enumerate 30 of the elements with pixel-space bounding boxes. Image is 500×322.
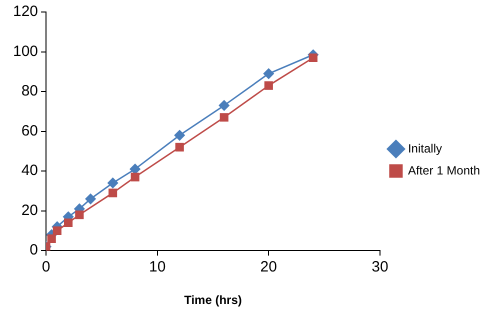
point — [308, 53, 318, 62]
x-tick-label: 30 — [372, 258, 388, 276]
point — [264, 81, 273, 90]
point — [174, 130, 185, 141]
point — [218, 100, 230, 111]
x-tick-label: 20 — [260, 258, 277, 276]
x-axis-title: Time (hrs) — [184, 293, 242, 308]
point — [130, 172, 140, 182]
legend-label: After 1 Month — [408, 163, 480, 178]
point — [220, 113, 228, 122]
y-tick-label: 0 — [30, 242, 38, 259]
y-tick-label: 80 — [21, 82, 38, 100]
point — [130, 164, 140, 174]
y-tick-label: 120 — [12, 3, 38, 20]
point — [64, 218, 73, 228]
point — [263, 68, 274, 79]
y-tick-label: 100 — [12, 42, 38, 60]
point — [85, 194, 96, 204]
point — [47, 234, 56, 243]
point — [175, 142, 184, 152]
y-tick-label: 40 — [21, 162, 38, 180]
point — [108, 178, 118, 188]
point — [75, 210, 84, 220]
y-tick-label: 20 — [21, 202, 38, 219]
x-tick-label: 0 — [42, 258, 50, 276]
point — [52, 226, 62, 235]
legend-label: Initally — [408, 141, 442, 156]
x-tick-label: 10 — [148, 258, 166, 276]
y-tick-label: 60 — [21, 122, 38, 140]
point — [108, 188, 118, 198]
